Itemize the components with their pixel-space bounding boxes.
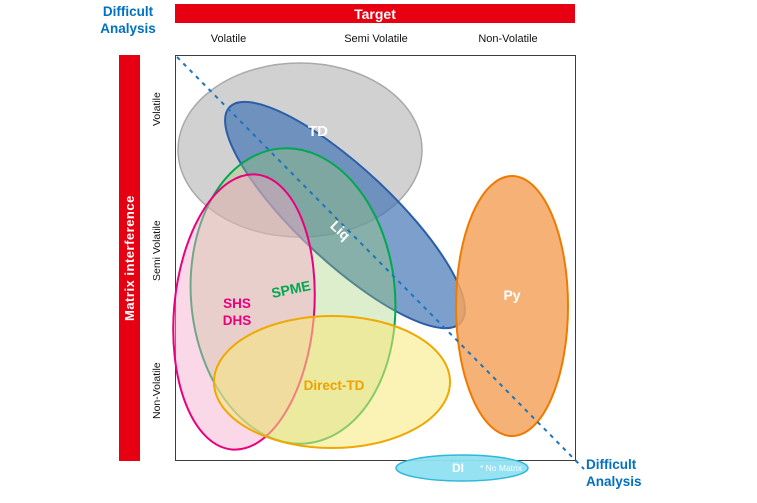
di-label: DI xyxy=(452,461,464,475)
y-axis-label-semi-volatile: Semi Volatile xyxy=(151,220,163,281)
difficult-analysis-top-line1: Difficult xyxy=(102,4,154,19)
x-axis-label-volatile: Volatile xyxy=(210,33,247,45)
target-axis-title: Target xyxy=(354,5,396,22)
matrix-interference-banner: Matrix interference xyxy=(119,55,140,461)
x-axis-label-non-volatile: Non-Volatile xyxy=(478,33,538,45)
no-matrix-note: * No Matrix xyxy=(480,463,523,473)
difficult-analysis-top-line2: Analysis xyxy=(100,21,156,36)
plot-area xyxy=(175,55,576,461)
y-axis-label-volatile: Volatile xyxy=(151,92,163,127)
x-axis-label-semi-volatile: Semi Volatile xyxy=(344,33,408,45)
difficult-analysis-top-left: Difficult Analysis xyxy=(84,3,172,37)
difficult-analysis-bottom-right: Difficult Analysis xyxy=(586,456,678,490)
target-axis-banner: Target xyxy=(175,4,575,23)
matrix-interference-title: Matrix interference xyxy=(122,195,137,321)
difficult-analysis-bottom-line1: Difficult xyxy=(586,457,637,472)
difficult-analysis-bottom-line2: Analysis xyxy=(586,474,642,489)
y-axis-label-non-volatile: Non-Volatile xyxy=(151,362,163,420)
